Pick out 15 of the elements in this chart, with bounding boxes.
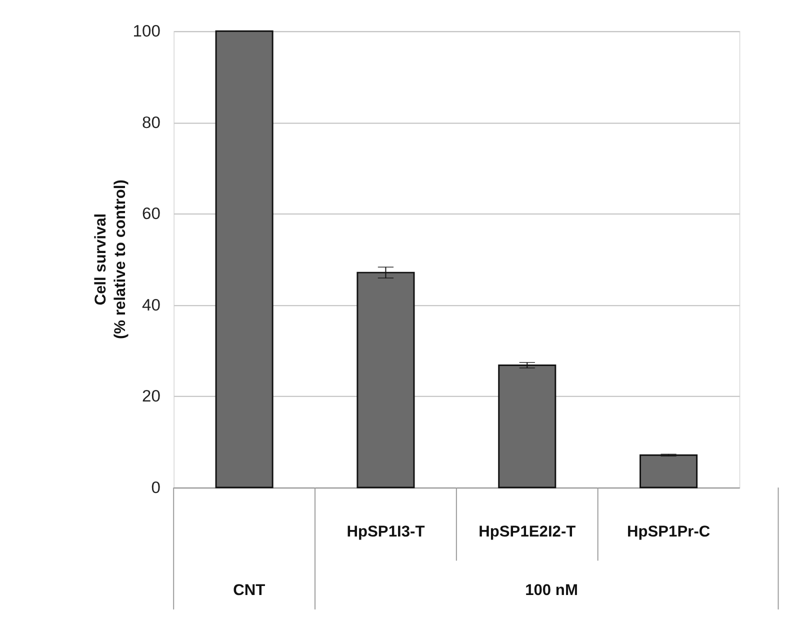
text: 100 nM — [525, 582, 578, 599]
y-tick-label: 100 — [132, 21, 160, 40]
x-tick-label: HpSP1E2I2-T — [478, 523, 576, 540]
y-axis-title: Cell survival (% relative to control) — [92, 180, 129, 340]
y-tick-label: 40 — [142, 295, 160, 314]
y-tick-label: 0 — [151, 478, 160, 497]
bar — [498, 364, 556, 488]
y-tick-label: 60 — [142, 204, 160, 224]
x-tick-label: HpSP1I3-T — [346, 523, 426, 540]
y-tick-label: 20 — [142, 386, 160, 406]
y-tick-label: 80 — [142, 112, 160, 132]
x-tick-label: HpSP1Pr-C — [626, 523, 710, 540]
text: CNT — [233, 582, 266, 599]
bar — [640, 454, 698, 488]
bar — [215, 30, 274, 488]
